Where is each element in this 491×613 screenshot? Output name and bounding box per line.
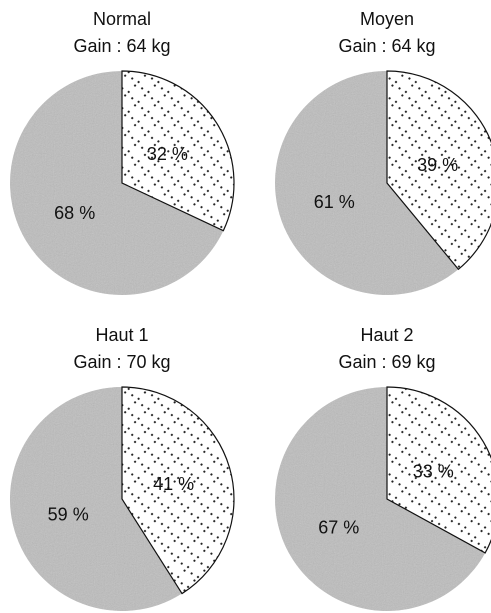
slice-dotted: [121, 386, 235, 595]
slice-label: 67 %: [318, 518, 359, 538]
slice-label: 39 %: [417, 155, 458, 175]
chart-subtitle: Gain : 69 kg: [338, 352, 435, 372]
slice-label: 32 %: [147, 144, 188, 164]
chart-title: Haut 2: [360, 325, 413, 345]
pie-chart-haut-1: Haut 1 Gain : 70 kg 59 % 41 %: [9, 325, 235, 612]
chart-title: Moyen: [360, 9, 414, 29]
chart-subtitle: Gain : 64 kg: [338, 36, 435, 56]
slice-dotted: [386, 70, 491, 271]
pie-chart-haut-2: Haut 2 Gain : 69 kg 67 % 33 %: [275, 325, 491, 612]
slice-gray: [10, 71, 224, 295]
slice-gray: [275, 71, 459, 295]
slice-label: 68 %: [54, 203, 95, 223]
slice-gray: [275, 387, 486, 612]
chart-subtitle: Gain : 64 kg: [73, 36, 170, 56]
chart-title: Haut 1: [95, 325, 148, 345]
slice-label: 59 %: [48, 505, 89, 525]
pie-chart-normal: Normal Gain : 64 kg 68 % 32 %: [10, 9, 235, 295]
slice-dotted: [121, 70, 235, 232]
slice-gray: [9, 386, 183, 612]
pie-chart-moyen: Moyen Gain : 64 kg 61 % 39 %: [275, 9, 491, 295]
chart-subtitle: Gain : 70 kg: [73, 352, 170, 372]
slice-label: 61 %: [314, 192, 355, 212]
slice-label: 33 %: [413, 462, 454, 482]
slice-dotted: [386, 386, 491, 554]
slice-label: 41 %: [153, 474, 194, 494]
chart-title: Normal: [93, 9, 151, 29]
